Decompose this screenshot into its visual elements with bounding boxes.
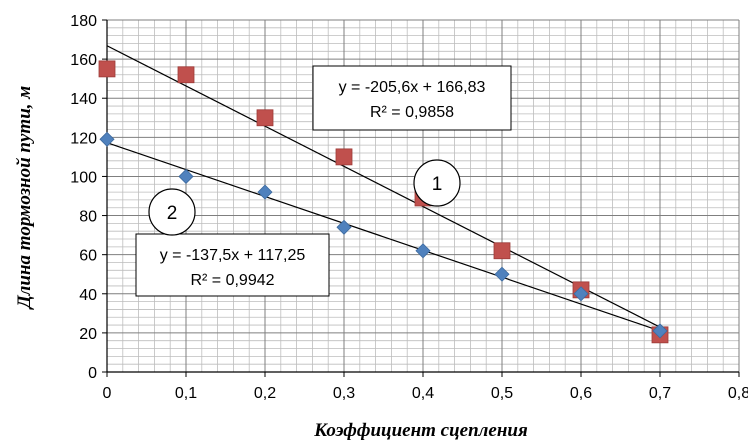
square-point [177,66,195,84]
trendline-equation: y = -137,5x + 117,25 [160,247,306,264]
axes [102,19,740,377]
y-tick-label: 160 [70,52,97,69]
y-tick-labels: 0 20 40 60 80 100 120 140 160 180 [70,13,97,382]
square-point [493,242,511,260]
diamond-point [99,131,115,147]
square-point [256,109,274,127]
y-axis-title: Длина тормозной пути, м [14,86,35,311]
x-tick-label: 0,8 [728,385,748,402]
callout-label: 2 [167,203,178,224]
x-tick-labels: 0 0,1 0,2 0,3 0,4 0,5 0,6 0,7 0,8 [103,385,748,402]
callout-circle-series-1 [413,159,461,207]
x-tick-label: 0,6 [570,385,592,402]
x-tick-label: 0 [103,385,112,402]
y-tick-label: 0 [88,365,97,382]
diamond-point [494,266,510,282]
diamond-point [652,323,668,339]
x-tick-label: 0,5 [491,385,513,402]
x-tick-label: 0,2 [254,385,276,402]
y-tick-label: 60 [79,248,97,265]
annotations: y = -205,6x + 166,83 R² = 0,9858 y = -137,… [135,65,512,297]
callout-label: 1 [432,174,443,195]
r-squared-label: R² = 0,9942 [190,272,274,289]
r-squared-label: R² = 0,9858 [370,104,454,121]
square-point [335,148,353,166]
x-tick-label: 0,4 [412,385,434,402]
square-point [98,60,116,78]
x-tick-label: 0,1 [175,385,197,402]
data-points [98,60,669,344]
trendlines [106,45,661,332]
trendline-equation: y = -205,6x + 166,83 [339,79,486,96]
y-tick-label: 40 [79,287,97,304]
y-tick-label: 140 [70,91,97,108]
x-axis-title: Коэффициент сцепления [313,420,528,441]
diamond-point [178,168,194,185]
diamond-point [257,184,273,200]
x-tick-label: 0,7 [649,385,671,402]
y-tick-label: 120 [70,130,97,147]
y-tick-label: 80 [79,209,97,226]
trendline-series-2 [106,142,661,332]
x-tick-label: 0,3 [333,385,355,402]
diamond-point [415,243,431,259]
diamond-point [573,286,589,302]
y-tick-label: 20 [79,326,97,343]
trendline-series-1 [106,45,661,328]
diamond-point [336,219,352,235]
y-tick-label: 100 [70,169,97,186]
equation-box-series-1 [312,65,512,131]
y-tick-label: 180 [70,13,97,30]
callout-circle-series-2 [148,188,196,236]
equation-box-series-2 [135,233,330,297]
